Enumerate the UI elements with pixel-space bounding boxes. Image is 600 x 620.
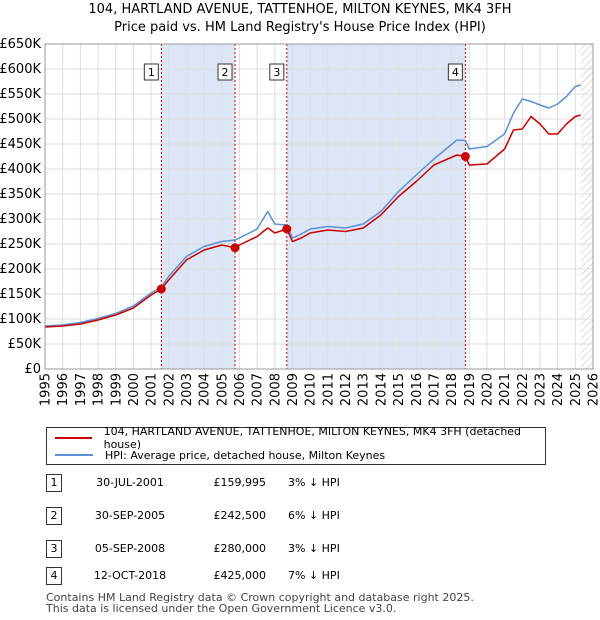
sale-hpi-diff: 6% ↓ HPI	[288, 509, 340, 522]
x-tick-label: 2023	[534, 373, 549, 406]
x-tick-label: 2013	[357, 373, 372, 406]
sale-point-1	[156, 284, 166, 294]
ownership-shade-2	[286, 44, 466, 369]
sale-date: 30-JUL-2001	[96, 476, 164, 489]
x-tick-label: 2020	[480, 373, 495, 406]
footer-licence: This data is licensed under the Open Gov…	[46, 602, 397, 615]
sale-point-2	[230, 243, 240, 253]
x-tick-label: 2006	[233, 373, 248, 406]
sale-label-3: 3	[273, 66, 280, 79]
y-tick-label: £500K	[0, 112, 41, 127]
x-tick-label: 1997	[74, 373, 89, 406]
sale-label-4: 4	[452, 66, 459, 79]
x-tick-label: 1998	[92, 373, 107, 406]
sale-label-2: 2	[222, 66, 229, 79]
future-hatch-region	[580, 44, 593, 369]
sale-date: 12-OCT-2018	[93, 569, 167, 582]
x-tick-label: 2009	[286, 373, 301, 406]
chart-title-address: 104, HARTLAND AVENUE, TATTENHOE, MILTON …	[88, 2, 512, 17]
table-row: 3 05-SEP-2008 £280,000 3% ↓ HPI	[46, 540, 406, 560]
x-tick-label: 2018	[445, 373, 460, 406]
y-tick-label: £50K	[8, 337, 42, 352]
y-tick-label: £200K	[0, 262, 41, 277]
x-tick-label: 2019	[463, 373, 478, 406]
sale-date: 05-SEP-2008	[94, 542, 166, 555]
y-tick-label: £250K	[0, 237, 41, 252]
y-tick-label: £550K	[0, 87, 41, 102]
x-tick-label: 2010	[304, 373, 319, 406]
sale-label-box-2	[217, 63, 233, 81]
x-tick-label: 2012	[339, 373, 354, 406]
sale-hpi-diff: 7% ↓ HPI	[288, 569, 340, 582]
sale-label-box-1	[143, 63, 159, 81]
sale-point-4	[460, 152, 470, 161]
price-chart: 1 2 3 4 £0 £50K £100K £150K £200K £250K £300K £350K…	[0, 37, 600, 406]
sale-label-1: 1	[148, 66, 155, 79]
footer: Contains HM Land Registry data © Crown c…	[46, 592, 474, 614]
sale-price: £425,000	[213, 569, 267, 582]
y-tick-label: £400K	[0, 162, 41, 177]
sale-label-box-3	[269, 63, 285, 81]
plot-frame	[44, 43, 594, 370]
x-tick-label: 2015	[392, 373, 407, 406]
x-tick-label: 2022	[516, 373, 531, 406]
sale-number-badge: 1	[46, 474, 62, 492]
sale-price: £280,000	[213, 542, 267, 555]
x-tick-label: 2004	[198, 373, 213, 406]
x-tick-label: 2021	[498, 373, 513, 406]
sale-point-3	[282, 224, 292, 234]
legend: 104, HARTLAND AVENUE, TATTENHOE, MILTON …	[46, 425, 546, 465]
x-tick-label: 2003	[180, 373, 195, 406]
y-tick-label: £0	[24, 362, 41, 377]
y-tick-label: £150K	[0, 287, 41, 302]
x-tick-label: 2017	[427, 373, 442, 406]
x-tick-label: 2001	[145, 373, 160, 406]
x-tick-label: 1996	[56, 373, 71, 406]
x-tick-label: 2026	[587, 373, 600, 406]
x-tick-label: 2025	[569, 373, 584, 406]
sale-number-badge: 2	[46, 507, 62, 525]
sale-number-badge: 3	[46, 540, 62, 558]
legend-swatch-hpi	[55, 454, 93, 456]
x-tick-label: 2016	[410, 373, 425, 406]
chart-subtitle: Price paid vs. HM Land Registry's House …	[114, 20, 486, 35]
ownership-shade-1	[161, 44, 236, 369]
x-tick-label: 2007	[251, 373, 266, 406]
sale-date: 30-SEP-2005	[94, 509, 166, 522]
x-tick-label: 2000	[127, 373, 142, 406]
legend-item-property: 104, HARTLAND AVENUE, TATTENHOE, MILTON …	[55, 425, 545, 451]
table-row: 4 12-OCT-2018 £425,000 7% ↓ HPI	[46, 567, 406, 587]
x-tick-label: 2024	[551, 373, 566, 406]
x-tick-label: 1995	[39, 373, 54, 406]
y-tick-label: £350K	[0, 187, 41, 202]
x-tick-label: 2008	[268, 373, 283, 406]
x-tick-label: 1999	[109, 373, 124, 406]
x-tick-label: 2011	[321, 373, 336, 406]
x-tick-label: 2014	[374, 373, 389, 406]
sale-number-badge: 4	[46, 567, 62, 585]
y-tick-label: £650K	[0, 37, 41, 52]
x-tick-label: 2002	[162, 373, 177, 406]
legend-label-hpi: HPI: Average price, detached house, Milt…	[105, 448, 386, 462]
y-tick-label: £300K	[0, 212, 41, 227]
legend-label-property: 104, HARTLAND AVENUE, TATTENHOE, MILTON …	[103, 425, 522, 451]
sale-price: £159,995	[213, 476, 267, 489]
y-tick-label: £600K	[0, 62, 41, 77]
table-row: 2 30-SEP-2005 £242,500 6% ↓ HPI	[46, 507, 406, 527]
sale-price: £242,500	[213, 509, 267, 522]
table-row: 1 30-JUL-2001 £159,995 3% ↓ HPI	[46, 474, 406, 494]
y-tick-label: £100K	[0, 312, 41, 327]
sale-label-box-4	[447, 63, 463, 81]
legend-swatch-property	[55, 437, 92, 439]
y-tick-label: £450K	[0, 137, 41, 152]
legend-item-hpi: HPI: Average price, detached house, Milt…	[55, 447, 385, 463]
footer-copyright: Contains HM Land Registry data © Crown c…	[46, 591, 474, 604]
sale-hpi-diff: 3% ↓ HPI	[288, 476, 340, 489]
x-tick-label: 2005	[215, 373, 230, 406]
sale-hpi-diff: 3% ↓ HPI	[288, 542, 340, 555]
